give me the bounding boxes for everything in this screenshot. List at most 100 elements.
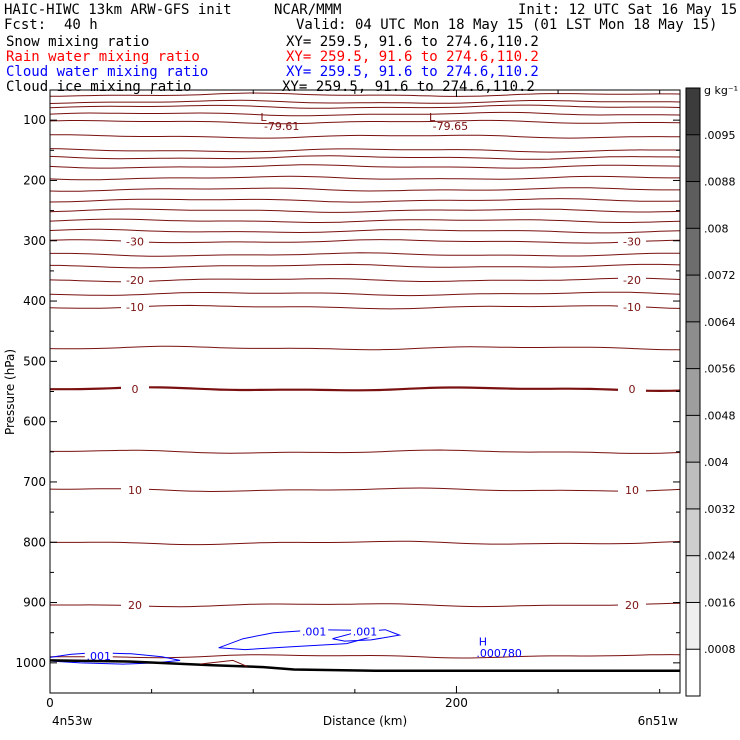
isotherm-line — [49, 155, 681, 160]
isotherm-label: 10 — [128, 484, 142, 497]
colorbar-swatch — [686, 134, 700, 182]
isotherm-line — [49, 119, 681, 125]
colorbar-label: .0064 — [704, 316, 736, 329]
colorbar: .0095 .0088 .008 .0072 .0064 .0056 .0048 .004 .0… — [685, 87, 736, 697]
isotherm-label-bg — [618, 598, 646, 611]
cloud-water-label-bg — [351, 625, 379, 638]
isotherm-label-bg — [618, 383, 646, 396]
colorbar-frame — [685, 87, 701, 697]
y-tick-label: 100 — [23, 113, 46, 127]
x-right-end-label: 6n51w — [638, 714, 679, 728]
isotherm-label-bg — [121, 235, 149, 248]
isotherm-label-bg — [618, 273, 646, 286]
colorbar-swatch — [686, 181, 700, 229]
isotherm-line — [49, 228, 681, 234]
isotherm-label: 10 — [625, 484, 639, 497]
isotherm-label: -30 — [126, 235, 144, 248]
isotherm-line — [49, 164, 681, 169]
isotherm-line — [49, 277, 681, 283]
colorbar-label: .0048 — [704, 409, 736, 422]
isotherm-line — [50, 540, 681, 546]
isotherm-line — [49, 104, 681, 109]
colorbar-swatch — [686, 228, 700, 276]
header-init: Init: 12 UTC Sat 16 May 15 — [518, 2, 738, 18]
colorbar-label: .0088 — [704, 176, 736, 189]
extremum-annotation: H — [479, 636, 487, 649]
annotations: L-79.61L-79.65H.000780 — [260, 111, 522, 660]
colorbar-swatch — [686, 602, 700, 650]
extremum-annotation: L — [429, 111, 436, 124]
isotherm-label-bg — [121, 273, 149, 286]
isotherm-line — [49, 175, 680, 181]
field-xy-rain: XY= 259.5, 91.6 to 274.6,110.2 — [286, 49, 539, 65]
colorbar-label: .0024 — [704, 550, 736, 563]
cloud-water-label: .001 — [302, 626, 327, 639]
x-tick-label: 200 — [445, 696, 468, 710]
colorbar-swatch — [686, 462, 700, 509]
y-tick-label: 200 — [23, 173, 46, 187]
terrain-surface-line — [49, 659, 680, 672]
colorbar-label: .0095 — [704, 129, 736, 142]
header-valid: Valid: 04 UTC Mon 18 May 15 (01 LST Mon … — [296, 17, 718, 33]
isotherm-line — [49, 218, 681, 223]
colorbar-swatch — [686, 321, 700, 369]
y-tick-label: 300 — [23, 234, 46, 248]
isotherm-label: 0 — [629, 383, 636, 396]
header-fcst-value: 40 h — [64, 17, 98, 33]
isotherm-contours: -30 -30 -20 -20 -10 -10 0 0 10 10 20 20 — [49, 92, 681, 659]
terrain-group — [49, 659, 680, 672]
field-xy-cloud-water: XY= 259.5, 91.6 to 274.6,110.2 — [286, 64, 539, 80]
field-xy-cloud-ice: XY= 259.5, 91.6 to 274.6,110.2 — [282, 79, 535, 95]
isotherm-line — [50, 449, 681, 454]
cloud-water-label: .001 — [87, 650, 112, 663]
y-tick-label: 400 — [23, 294, 46, 308]
isotherm-line — [49, 134, 680, 139]
colorbar-swatch — [686, 415, 700, 463]
isotherm-line — [50, 252, 681, 257]
isotherm-label: -20 — [126, 274, 144, 287]
isotherm-line — [49, 291, 681, 297]
y-tick-label: 500 — [23, 354, 46, 368]
cloud-water-contours: .001 .001 .001 — [49, 625, 402, 665]
isotherm-label: 20 — [128, 599, 142, 612]
isotherm-label-bg — [121, 483, 149, 496]
cloud-water-label-bg — [84, 649, 113, 662]
colorbar-label: .0056 — [704, 363, 736, 376]
y-tick-label: 700 — [23, 475, 46, 489]
colorbar-label: .0072 — [704, 269, 736, 282]
colorbar-swatch — [686, 275, 700, 322]
colorbar-label: .0008 — [704, 643, 736, 656]
isotherm-label: 0 — [132, 383, 139, 396]
cloud-water-label: .001 — [353, 626, 378, 639]
isotherm-line — [50, 263, 681, 269]
isotherm-line — [49, 304, 681, 310]
field-name-rain: Rain water mixing ratio — [6, 49, 200, 65]
colorbar-swatch — [686, 555, 700, 603]
isotherm-label-bg — [121, 598, 149, 611]
field-name-snow: Snow mixing ratio — [6, 34, 150, 50]
isotherm-line — [50, 654, 681, 659]
colorbar-swatch — [686, 368, 700, 416]
header-fcst-label: Fcst: — [4, 17, 47, 33]
colorbar-swatch — [686, 508, 700, 556]
y-tick-label: 900 — [23, 596, 46, 610]
field-xy-snow: XY= 259.5, 91.6 to 274.6,110.2 — [286, 34, 539, 50]
isotherm-label-bg — [618, 483, 646, 496]
isotherm-line — [49, 99, 681, 104]
isotherm-label-bg — [121, 383, 149, 396]
isotherm-line — [49, 148, 680, 153]
colorbar-label: .0016 — [704, 596, 736, 609]
extremum-annotation: -79.61 — [264, 120, 299, 133]
isotherm-line — [50, 602, 681, 608]
isotherm-line — [49, 239, 681, 244]
colorbar-label: .004 — [704, 456, 729, 469]
isotherm-line — [49, 111, 681, 117]
isotherm-label-bg — [121, 301, 149, 314]
terrain-contour-spike — [200, 659, 248, 667]
x-left-end-label: 4n53w — [52, 714, 93, 728]
x-axis-title: Distance (km) — [323, 714, 407, 728]
colorbar-label: .008 — [704, 222, 729, 235]
cloud-water-label-bg — [300, 625, 329, 638]
